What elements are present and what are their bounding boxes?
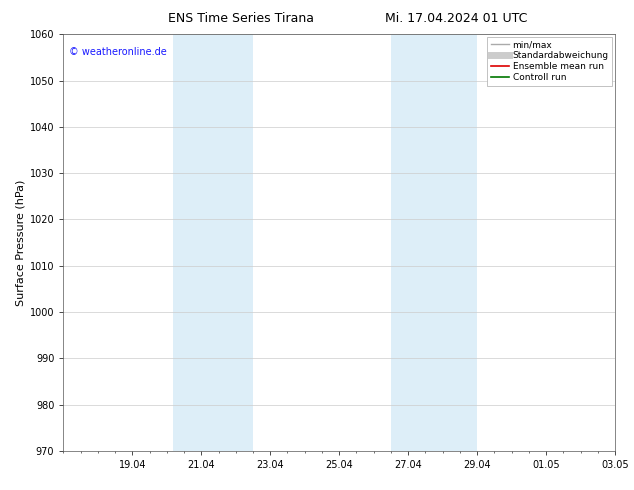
Text: © weatheronline.de: © weatheronline.de [69,47,167,57]
Bar [172,34,253,451]
Bar [391,34,477,451]
Text: Mi. 17.04.2024 01 UTC: Mi. 17.04.2024 01 UTC [385,12,527,25]
Text: ENS Time Series Tirana: ENS Time Series Tirana [168,12,314,25]
Legend: min/max, Standardabweichung, Ensemble mean run, Controll run: min/max, Standardabweichung, Ensemble me… [488,37,612,86]
Y-axis label: Surface Pressure (hPa): Surface Pressure (hPa) [16,179,25,306]
